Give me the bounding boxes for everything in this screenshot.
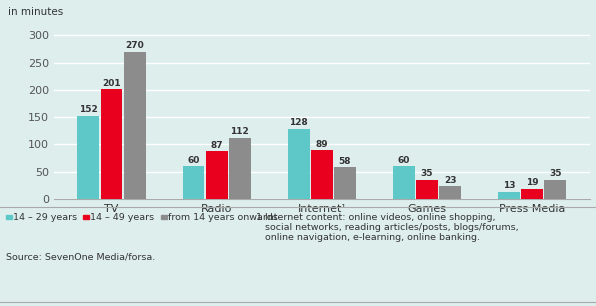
Bar <box>229 138 251 199</box>
Bar <box>416 180 438 199</box>
Bar <box>101 89 122 199</box>
Bar <box>393 166 415 199</box>
Text: 60: 60 <box>187 155 200 165</box>
Text: 14 – 29 years: 14 – 29 years <box>13 213 77 222</box>
Text: 270: 270 <box>125 41 144 50</box>
Text: 128: 128 <box>289 118 308 128</box>
Text: Source: SevenOne Media/forsa.: Source: SevenOne Media/forsa. <box>6 252 155 261</box>
Text: 89: 89 <box>315 140 328 149</box>
Text: 14 – 49 years: 14 – 49 years <box>91 213 154 222</box>
Bar <box>498 192 520 199</box>
Text: 13: 13 <box>503 181 516 190</box>
Text: 201: 201 <box>102 79 121 88</box>
Text: 1 Internet content: online videos, online shopping,
   social networks, reading : 1 Internet content: online videos, onlin… <box>256 213 519 242</box>
Bar <box>206 151 228 199</box>
Bar <box>124 52 145 199</box>
Bar <box>288 129 310 199</box>
Text: 19: 19 <box>526 178 539 187</box>
Text: 87: 87 <box>210 141 223 150</box>
Bar <box>182 166 204 199</box>
Bar <box>311 150 333 199</box>
Text: 23: 23 <box>444 176 457 185</box>
Bar <box>334 167 356 199</box>
Text: 152: 152 <box>79 105 98 114</box>
Text: 60: 60 <box>398 155 410 165</box>
Bar <box>439 186 461 199</box>
Bar <box>522 188 543 199</box>
Bar <box>77 116 100 199</box>
Text: 35: 35 <box>549 169 561 178</box>
Text: from 14 years onwards: from 14 years onwards <box>168 213 278 222</box>
Text: in minutes: in minutes <box>8 7 63 17</box>
Text: 35: 35 <box>421 169 433 178</box>
Text: 112: 112 <box>231 127 249 136</box>
Bar <box>544 180 566 199</box>
Text: 58: 58 <box>339 157 351 166</box>
